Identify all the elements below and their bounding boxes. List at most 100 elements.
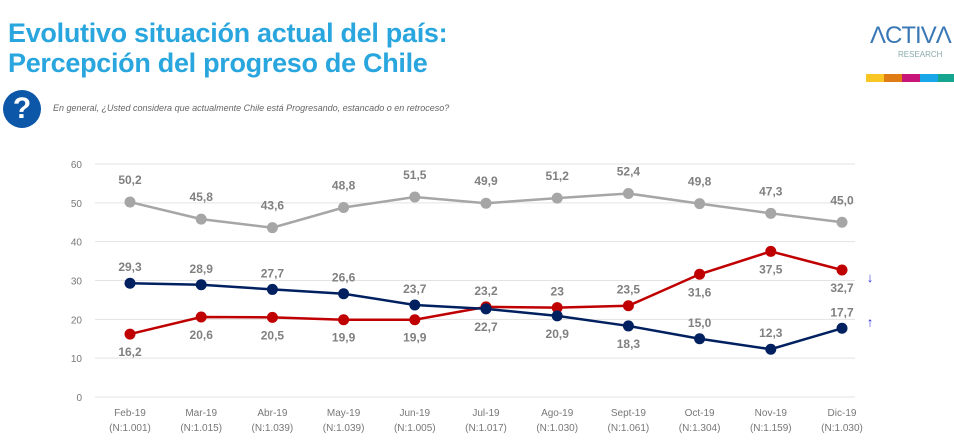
logo-stripe [920,74,938,82]
data-point [480,197,492,209]
activa-logo: ΛCTIVΛ RESEARCH [862,22,954,84]
x-tick-label: Ago-19 [541,408,574,419]
x-tick-label: Abr-19 [257,408,287,419]
x-tick-label: Mar-19 [185,408,217,419]
x-tick-sample-size: (N:1.061) [608,423,650,434]
x-tick-sample-size: (N:1.030) [821,423,863,434]
data-point [622,300,634,312]
y-tick-label: 20 [71,315,83,326]
x-tick-label: Nov-19 [755,408,788,419]
data-label: 20,9 [546,327,570,341]
data-point [551,310,563,322]
data-point [480,303,492,315]
title-line-1: Evolutivo situación actual del país: [8,18,448,48]
data-label: 19,9 [403,331,427,345]
page-title: Evolutivo situación actual del país: Perc… [8,18,448,78]
data-label: 50,2 [118,173,142,187]
data-point [124,196,136,208]
data-point [195,279,207,291]
data-point [836,216,848,228]
data-label: 23,2 [474,284,498,298]
x-tick-sample-size: (N:1.017) [465,423,507,434]
data-point [836,264,848,276]
data-point [551,192,563,204]
y-tick-label: 50 [71,199,83,210]
x-tick-sample-size: (N:1.005) [394,423,436,434]
data-label: 51,5 [403,168,427,182]
x-tick-sample-size: (N:1.001) [109,423,151,434]
data-label: 18,3 [617,337,641,351]
data-point [694,333,706,345]
data-label: 37,5 [759,262,783,276]
data-point [338,201,350,213]
logo-stripe [884,74,902,82]
data-point [409,314,421,326]
data-label: 29,3 [118,260,142,274]
y-tick-label: 30 [71,277,83,288]
data-label: 23,5 [617,283,641,297]
title-line-2: Percepción del progreso de Chile [8,48,428,78]
y-tick-label: 40 [71,238,83,249]
data-label: 23 [551,285,565,299]
data-point [694,268,706,280]
data-label: 12,3 [759,326,783,340]
data-point [338,314,350,326]
data-point [266,311,278,323]
data-point [124,328,136,340]
data-label: 16,2 [118,345,142,359]
data-label: 19,9 [332,331,356,345]
y-tick-label: 10 [71,354,83,365]
data-point [765,343,777,355]
data-point [694,198,706,210]
data-label: 23,7 [403,282,427,296]
x-tick-label: Jun-19 [400,408,431,419]
x-tick-sample-size: (N:1.304) [679,423,721,434]
data-point [765,207,777,219]
x-tick-label: Oct-19 [685,408,715,419]
data-label: 31,6 [688,285,712,299]
x-tick-label: May-19 [327,408,361,419]
x-tick-sample-size: (N:1.039) [323,423,365,434]
data-label: 32,7 [830,281,854,295]
x-tick-sample-size: (N:1.159) [750,423,792,434]
data-point [266,222,278,234]
data-point [551,302,563,314]
data-label: 49,8 [688,175,712,189]
x-tick-label: Dic-19 [828,408,857,419]
data-point [409,191,421,203]
data-point [338,288,350,300]
data-label: 27,7 [261,266,285,280]
data-label: 15,0 [688,316,712,330]
data-label: 28,9 [190,262,214,276]
data-label: 45,0 [830,193,854,207]
data-label: 20,6 [190,328,214,342]
survey-question: En general, ¿Usted considera que actualm… [53,103,450,113]
logo-stripe [866,74,884,82]
x-tick-label: Feb-19 [114,408,146,419]
x-tick-label: Jul-19 [472,408,500,419]
data-label: 26,6 [332,271,356,285]
data-point [622,320,634,332]
x-tick-label: Sept-19 [611,408,646,419]
x-tick-sample-size: (N:1.015) [180,423,222,434]
data-label: 45,8 [190,190,214,204]
up-arrow-icon: ↑ [867,314,874,329]
data-label: 22,7 [474,320,498,334]
logo-stripe [902,74,920,82]
data-point [124,277,136,289]
data-label: 51,2 [546,169,570,183]
data-point [765,245,777,257]
x-tick-sample-size: (N:1.039) [252,423,294,434]
down-arrow-icon: ↓ [867,270,874,285]
data-point [195,311,207,323]
data-point [836,322,848,334]
data-label: 43,6 [261,199,285,213]
y-tick-label: 60 [71,160,83,171]
data-point [195,213,207,225]
x-tick-sample-size: (N:1.030) [536,423,578,434]
data-label: 52,4 [617,165,641,179]
logo-stripe [938,74,954,82]
data-point [409,299,421,311]
data-point [622,188,634,200]
